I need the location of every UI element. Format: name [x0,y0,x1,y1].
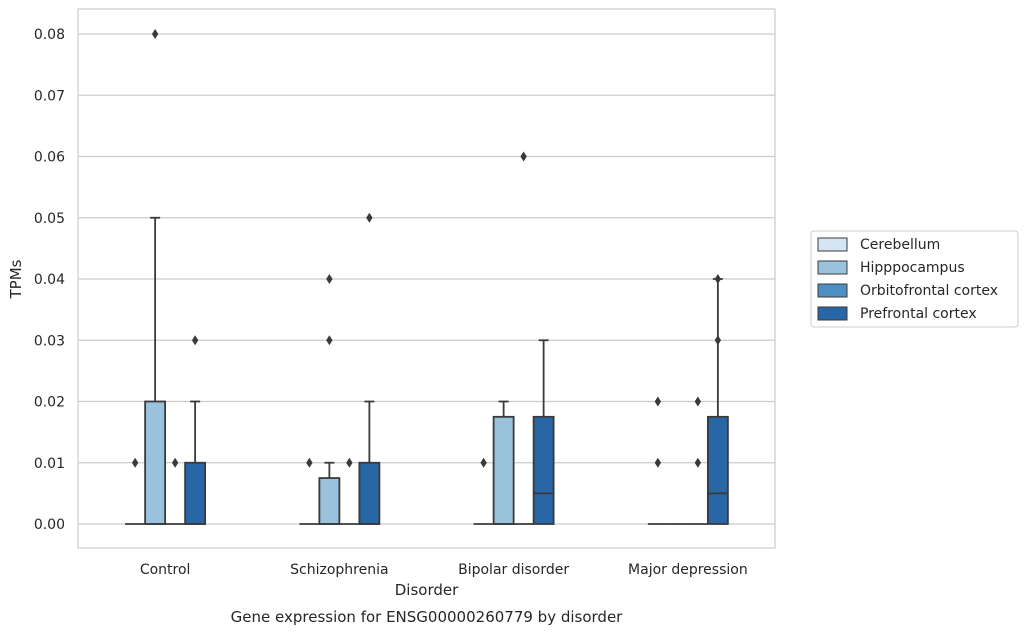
outlier-point [654,457,662,468]
box-hipppocampus [492,400,515,525]
outlier-point [480,457,487,468]
outlier-point [326,274,333,284]
legend-frame [810,230,1019,328]
legend-label: Prefrontal cortex [860,306,977,322]
legend: Cerebellum Hipppocampus Orbitofrontal cort… [810,230,1019,328]
outlier-point [714,335,722,346]
y-tick-label: 0.05 [34,211,65,227]
box-body [706,415,729,525]
y-tick-label: 0.01 [34,456,65,472]
chart-caption: Gene expression for ENSG00000260779 by d… [231,608,624,626]
box-orbitofrontal-cortex [687,396,708,525]
outlier-point [131,457,139,468]
legend-label: Orbitofrontal cortex [860,283,998,299]
box-body [184,461,207,525]
box-body [358,461,381,525]
box-body [318,477,341,525]
box-prefrontal-cortex [532,339,555,525]
box-prefrontal-cortex [358,212,381,525]
outlier-point [366,212,373,223]
outlier-point [520,151,527,162]
legend-swatch [817,306,848,321]
outlier-point [191,335,199,346]
box-prefrontal-cortex [184,335,207,525]
y-tick-label: 0.06 [34,150,65,166]
x-axis-ticks: Control Schizophrenia Bipolar disorder Majo… [140,562,748,578]
y-tick-label: 0.02 [34,395,65,411]
outlier-point [694,457,702,468]
box-body [144,400,167,525]
outlier-point [346,457,353,468]
box-cerebellum [299,457,320,525]
y-tick-label: 0.07 [34,88,65,104]
boxes [125,29,729,525]
box-body [492,415,515,525]
x-tick-label: Bipolar disorder [458,562,569,578]
legend-swatch [817,283,848,298]
box-orbitofrontal-cortex [513,151,534,525]
box-orbitofrontal-cortex [165,457,186,525]
y-tick-label: 0.04 [34,272,65,288]
legend-label: Hipppocampus [860,260,965,276]
outlier-point [306,457,313,468]
y-tick-label: 0.03 [34,333,65,349]
y-tick-label: 0.00 [34,517,65,533]
box-hipppocampus [144,29,167,525]
outlier-point [654,396,662,407]
outlier-point [151,29,159,39]
y-axis-ticks: 0.00 0.01 0.02 0.03 0.04 0.05 0.06 0.07 0.08 [34,27,65,533]
outlier-point [326,335,333,346]
legend-swatch [817,260,848,275]
y-axis-label: TPMs [7,259,25,299]
outlier-point [714,274,722,284]
box-cerebellum [647,396,668,525]
x-tick-label: Major depression [628,562,748,578]
outlier-point [171,457,179,468]
box-body [532,415,555,525]
box-cerebellum [473,457,494,525]
x-tick-label: Schizophrenia [290,562,388,578]
box-orbitofrontal-cortex [339,457,360,525]
x-tick-label: Control [140,562,191,578]
legend-swatch [817,237,848,252]
legend-label: Cerebellum [860,237,940,253]
box-cerebellum [125,457,146,525]
box-hipppocampus [318,274,341,525]
x-axis-label: Disorder [395,581,459,599]
box-prefrontal-cortex [706,274,729,525]
outlier-point [694,396,702,407]
y-tick-label: 0.08 [34,27,65,43]
